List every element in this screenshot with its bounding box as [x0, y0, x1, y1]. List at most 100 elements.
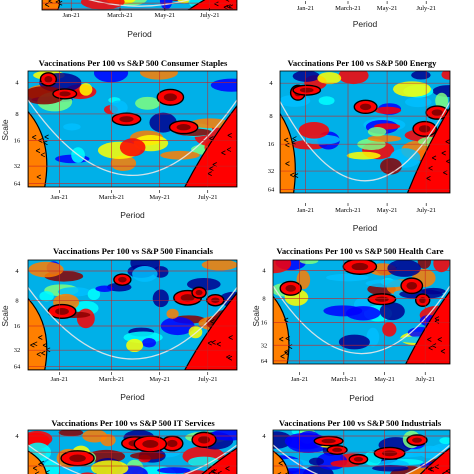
phase-arrow [34, 471, 40, 474]
plot-frame [27, 70, 238, 188]
x-tick-label: May-21 [377, 5, 398, 12]
x-tick-label: July-21 [416, 5, 436, 12]
plot-frame [41, 0, 238, 11]
phase-arrow [209, 136, 214, 141]
y-tick-label: 32 [261, 342, 268, 349]
x-tick-label: May-21 [155, 12, 176, 19]
coherence-blob [157, 467, 191, 474]
phase-arrow [285, 336, 290, 341]
coherence-blob [135, 96, 161, 110]
coherence-blob [39, 291, 54, 302]
coherence-blob [166, 308, 179, 319]
cone-of-influence [280, 101, 450, 182]
coherence-blob [441, 71, 450, 80]
phase-arrow [210, 319, 215, 324]
phase-arrow [445, 468, 450, 474]
phase-arrow [279, 336, 284, 342]
phase-arrow [212, 469, 217, 474]
coherence-blob [387, 260, 421, 277]
coherence-blob [80, 0, 125, 10]
x-tick-label: July-21 [198, 376, 218, 383]
coherence-blob [411, 71, 431, 80]
phase-arrow [225, 466, 230, 471]
significant-core [359, 103, 372, 111]
panel-title: Vaccinations Per 100 vs S&P 500 IT Servi… [51, 418, 215, 428]
significant-core [142, 440, 159, 448]
coherence-blob [139, 71, 178, 80]
phase-arrow [32, 465, 38, 471]
wavelet-panel-2: Jan-21 March-21 May-21 July-21 Period [297, 1, 436, 29]
plot-frame [272, 429, 451, 474]
phase-arrow [221, 150, 226, 156]
phase-arrow [228, 335, 233, 340]
y-tick-label: 64 [14, 181, 21, 188]
coherence-blob [325, 273, 369, 282]
phase-arrow [434, 316, 440, 321]
y-tick-label: 16 [14, 323, 21, 330]
wavelet-panel-3: Vaccinations Per 100 vs S&P 500 Consumer… [0, 58, 238, 220]
x-tick-label: July-21 [415, 376, 435, 383]
phase-arrow [226, 4, 231, 9]
y-axis-label: Scale [0, 119, 10, 141]
coherence-blob [177, 0, 191, 4]
panel-title: Vaccinations Per 100 vs S&P 500 Consumer… [39, 58, 228, 68]
x-tick-label: March-21 [99, 376, 125, 383]
y-tick-label: 8 [269, 113, 272, 120]
significant-core [211, 297, 220, 303]
y-tick-label: 4 [269, 80, 273, 87]
cone-of-influence [28, 444, 237, 474]
phase-arrow [45, 470, 50, 474]
significant-core [418, 125, 431, 133]
phase-arrow [428, 466, 433, 472]
coherence-blob [63, 123, 81, 131]
coherence-blob [190, 118, 231, 129]
coherence-blob [95, 285, 114, 292]
panel-title: Vaccinations Per 100 vs S&P 500 Financia… [53, 246, 214, 256]
significant-core [180, 294, 195, 302]
significant-core [176, 124, 191, 131]
y-axis-label: Scale [0, 305, 10, 327]
significant-core [163, 93, 177, 102]
phase-arrow [285, 161, 290, 166]
significant-core [351, 262, 369, 271]
x-tick-label: May-21 [149, 376, 170, 383]
coherence-blob [367, 127, 387, 137]
coherence-blob [273, 260, 292, 274]
y-tick-label: 16 [14, 138, 21, 145]
coherence-blob [367, 135, 402, 142]
y-tick-label: 64 [268, 186, 275, 193]
phase-arrow [278, 460, 283, 466]
coherence-blob [435, 92, 449, 110]
significant-core [412, 437, 422, 443]
significant-core [55, 307, 69, 315]
phase-arrow [290, 172, 295, 178]
significant-core [119, 116, 134, 123]
wavelet-panel-8: Vaccinations Per 100 vs S&P 500 Industri… [262, 418, 451, 474]
phase-arrow [226, 147, 232, 152]
x-tick-label: Jan-21 [51, 376, 68, 383]
coherence-blob [152, 289, 169, 308]
coherence-blob [433, 260, 450, 273]
phase-arrow [228, 4, 234, 10]
phase-arrow [41, 350, 46, 356]
phase-arrow [209, 166, 214, 171]
y-tick-label: 32 [14, 347, 21, 354]
coherence-blob [284, 432, 326, 450]
coherence-blob [91, 460, 129, 474]
x-tick-label: Jan-21 [51, 194, 68, 201]
phase-arrow [283, 137, 289, 143]
phase-arrow [428, 345, 433, 351]
heatmap-background [42, 0, 237, 10]
cone-of-influence [273, 444, 450, 474]
x-axis-label: Period [127, 29, 152, 39]
phase-arrow [33, 341, 38, 347]
phase-arrow [293, 173, 299, 178]
coherence-blob [132, 266, 158, 282]
wavelet-panel-4: Vaccinations Per 100 vs S&P 500 Energy Ja… [268, 58, 451, 233]
x-tick-label: Jan-21 [297, 5, 314, 12]
coherence-blob [79, 83, 93, 96]
y-tick-label: 4 [262, 267, 266, 274]
significant-core [166, 439, 178, 448]
coherence-blob [439, 437, 450, 445]
coherence-blob [365, 279, 408, 288]
